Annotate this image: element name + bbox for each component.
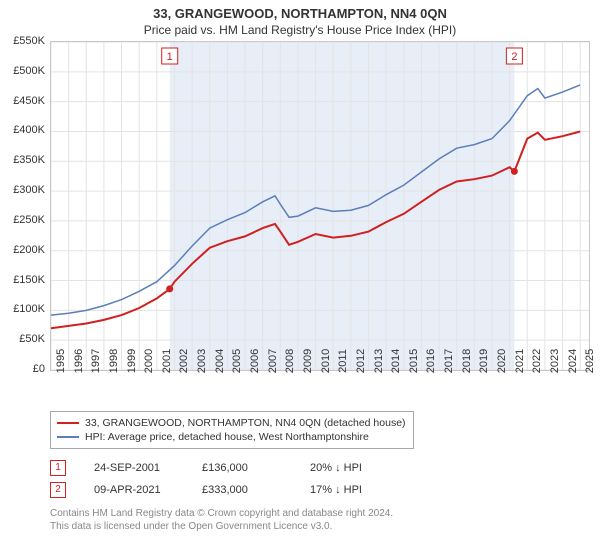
x-axis-label: 2022	[531, 346, 543, 376]
x-axis-label: 2005	[231, 346, 243, 376]
event-marker-box: 2	[50, 482, 66, 498]
event-date: 09-APR-2021	[94, 484, 174, 496]
footnote-line-2: This data is licensed under the Open Gov…	[50, 520, 600, 533]
x-axis-label: 2000	[143, 346, 155, 376]
x-axis-label: 2009	[302, 346, 314, 376]
x-axis-label: 2011	[337, 346, 349, 376]
y-axis-label: £500K	[0, 65, 45, 77]
x-axis-label: 2021	[514, 346, 526, 376]
x-axis-label: 2025	[584, 346, 596, 376]
y-axis-label: £150K	[0, 274, 45, 286]
x-axis-label: 1999	[126, 346, 138, 376]
x-axis-label: 2019	[478, 346, 490, 376]
y-axis-label: £0	[0, 363, 45, 375]
event-delta: 20% ↓ HPI	[310, 462, 390, 474]
x-axis-label: 2008	[284, 346, 296, 376]
event-price: £136,000	[202, 462, 282, 474]
y-axis-label: £300K	[0, 184, 45, 196]
event-delta: 17% ↓ HPI	[310, 484, 390, 496]
chart-subtitle: Price paid vs. HM Land Registry's House …	[0, 21, 600, 41]
x-axis-label: 2013	[373, 346, 385, 376]
y-axis-label: £100K	[0, 303, 45, 315]
x-axis-label: 1996	[73, 346, 85, 376]
x-axis-label: 2004	[214, 346, 226, 376]
legend-row-hpi: HPI: Average price, detached house, West…	[57, 430, 407, 444]
legend-swatch-property	[57, 422, 79, 425]
legend-label-property: 33, GRANGEWOOD, NORTHAMPTON, NN4 0QN (de…	[85, 417, 406, 429]
event-table: 1 24-SEP-2001 £136,000 20% ↓ HPI 2 09-AP…	[50, 457, 600, 501]
x-axis-label: 2010	[320, 346, 332, 376]
event-row: 1 24-SEP-2001 £136,000 20% ↓ HPI	[50, 457, 600, 479]
chart-title: 33, GRANGEWOOD, NORTHAMPTON, NN4 0QN	[0, 0, 600, 21]
x-axis-label: 2007	[267, 346, 279, 376]
y-axis-label: £50K	[0, 333, 45, 345]
footnote: Contains HM Land Registry data © Crown c…	[50, 507, 600, 533]
x-axis-label: 2003	[196, 346, 208, 376]
event-date: 24-SEP-2001	[94, 462, 174, 474]
legend-swatch-hpi	[57, 436, 79, 438]
x-axis-label: 2006	[249, 346, 261, 376]
legend-label-hpi: HPI: Average price, detached house, West…	[85, 431, 369, 443]
event-row: 2 09-APR-2021 £333,000 17% ↓ HPI	[50, 479, 600, 501]
svg-text:1: 1	[167, 51, 173, 63]
y-axis-label: £350K	[0, 154, 45, 166]
legend-box: 33, GRANGEWOOD, NORTHAMPTON, NN4 0QN (de…	[50, 411, 414, 449]
y-axis-label: £200K	[0, 244, 45, 256]
x-axis-label: 2018	[461, 346, 473, 376]
plot-area: 12 £0£50K£100K£150K£200K£250K£300K£350K£…	[50, 41, 590, 371]
x-axis-label: 2016	[425, 346, 437, 376]
x-axis-label: 2024	[567, 346, 579, 376]
x-axis-label: 2014	[390, 346, 402, 376]
x-axis-label: 2023	[549, 346, 561, 376]
chart-svg: 12	[51, 42, 589, 370]
legend-row-property: 33, GRANGEWOOD, NORTHAMPTON, NN4 0QN (de…	[57, 416, 407, 430]
svg-text:2: 2	[511, 51, 517, 63]
chart-container: 33, GRANGEWOOD, NORTHAMPTON, NN4 0QN Pri…	[0, 0, 600, 560]
y-axis-label: £400K	[0, 124, 45, 136]
event-price: £333,000	[202, 484, 282, 496]
y-axis-label: £550K	[0, 35, 45, 47]
x-axis-label: 2002	[178, 346, 190, 376]
footnote-line-1: Contains HM Land Registry data © Crown c…	[50, 507, 600, 520]
x-axis-label: 2001	[161, 346, 173, 376]
x-axis-label: 1998	[108, 346, 120, 376]
x-axis-label: 2017	[443, 346, 455, 376]
x-axis-label: 1997	[90, 346, 102, 376]
x-axis-label: 2015	[408, 346, 420, 376]
y-axis-label: £450K	[0, 95, 45, 107]
y-axis-label: £250K	[0, 214, 45, 226]
x-axis-label: 2012	[355, 346, 367, 376]
x-axis-label: 1995	[55, 346, 67, 376]
event-marker-box: 1	[50, 460, 66, 476]
x-axis-label: 2020	[496, 346, 508, 376]
